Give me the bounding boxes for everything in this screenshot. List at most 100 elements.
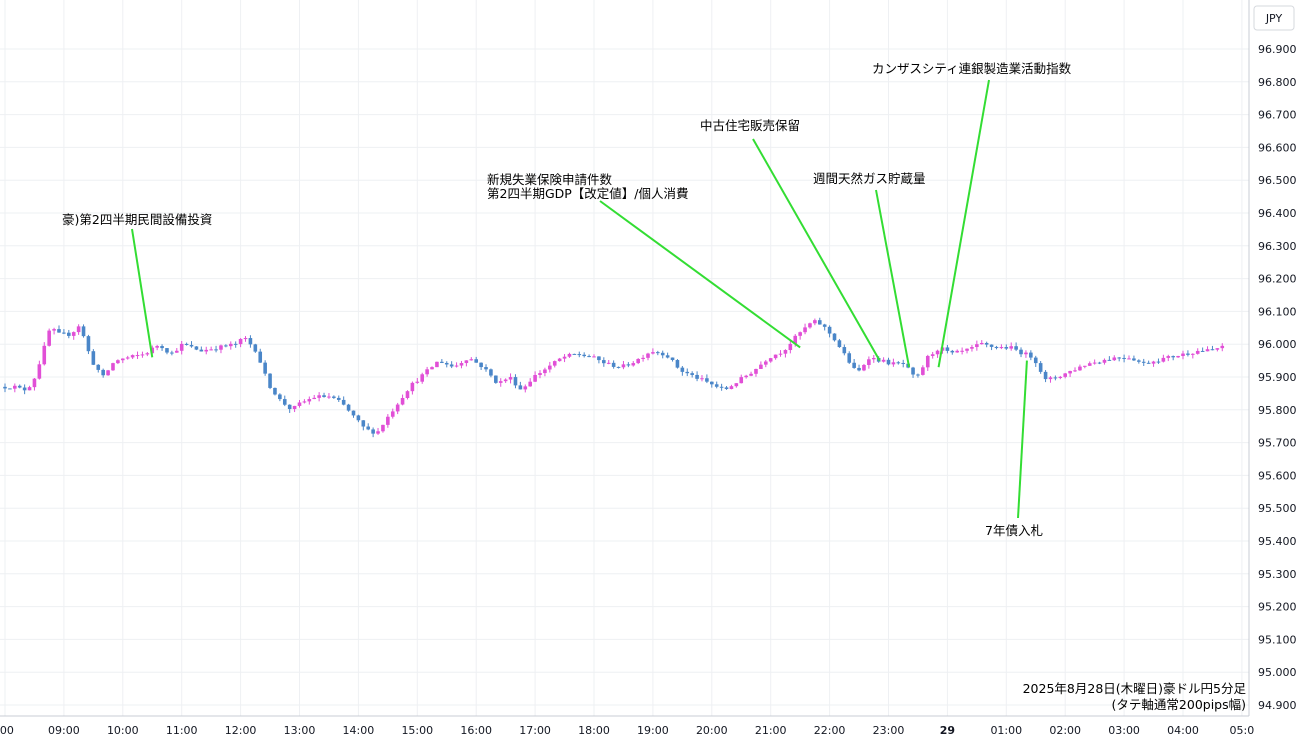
currency-badge[interactable] [1253, 5, 1295, 31]
candle-body [1112, 357, 1117, 361]
candle-body [562, 356, 567, 359]
candle-body [282, 399, 287, 405]
y-tick-label: 95.600 [1258, 469, 1297, 482]
candle-body [268, 373, 272, 388]
candle-body [140, 354, 145, 356]
candle-body [494, 375, 498, 383]
candle-body [975, 344, 979, 348]
candle-body [572, 353, 577, 355]
currency-label: JPY [1265, 12, 1283, 25]
candle-body [312, 397, 317, 400]
x-tick-label: 11:00 [166, 724, 198, 737]
candle-body [788, 343, 793, 351]
annotation-leader-line [599, 200, 801, 349]
candle-body [989, 344, 994, 347]
candle-body [1205, 349, 1210, 352]
candle-body [390, 411, 395, 417]
candle-body [891, 362, 896, 365]
candle-body [852, 362, 856, 368]
candle-body [803, 327, 807, 333]
candle-body [22, 387, 27, 391]
candle-body [410, 382, 415, 392]
annotation-label: 週間天然ガス貯蔵量 [813, 171, 926, 186]
candle-body [817, 320, 822, 325]
candle-body [1137, 360, 1141, 362]
candle-body [916, 374, 920, 376]
candle-body [1195, 350, 1200, 354]
candle-body [714, 384, 719, 387]
candle-body [1058, 376, 1063, 379]
candle-body [464, 360, 469, 364]
x-tick-label: 23:00 [873, 724, 905, 737]
candle-body [1073, 370, 1077, 372]
candle-body [204, 349, 209, 352]
candle-body [3, 386, 7, 389]
candle-body [341, 399, 346, 405]
candle-body [258, 351, 263, 363]
candle-body [106, 370, 110, 376]
candle-body [489, 369, 493, 376]
candle-body [332, 396, 336, 398]
candle-body [361, 420, 366, 427]
candle-body [901, 362, 906, 364]
candle-body [8, 388, 12, 390]
candle-body [135, 355, 140, 357]
candle-body [847, 353, 852, 363]
candle-body [626, 364, 631, 366]
candle-body [278, 394, 282, 400]
candle-body [557, 358, 562, 362]
candle-body [351, 410, 356, 416]
candle-body [528, 381, 532, 387]
candle-body [631, 363, 636, 366]
candle-body [999, 347, 1004, 349]
candle-body [498, 381, 503, 383]
candle-body [32, 378, 37, 388]
candle-body [896, 362, 901, 364]
candle-body [130, 355, 135, 358]
y-tick-label: 94.900 [1258, 699, 1297, 712]
candle-body [960, 350, 964, 352]
candle-body [734, 383, 739, 387]
candle-body [793, 335, 798, 344]
candle-body [984, 342, 989, 345]
candle-body [248, 338, 253, 345]
candle-body [1019, 349, 1023, 355]
candle-body [302, 401, 307, 403]
candle-body [680, 367, 685, 372]
candle-body [52, 329, 56, 331]
candle-body [121, 358, 125, 361]
x-tick-label: 03:00 [1108, 724, 1140, 737]
candle-body [778, 353, 783, 355]
x-tick-label: 04:00 [1167, 724, 1199, 737]
candle-body [523, 386, 528, 390]
candle-body [1009, 346, 1014, 349]
candle-body [1200, 350, 1205, 352]
price-axis-panel[interactable] [1249, 0, 1300, 716]
candle-body [395, 404, 400, 412]
candle-body [366, 426, 371, 430]
candle-body [1171, 356, 1175, 358]
candle-body [209, 349, 213, 351]
annotation-leader-line [131, 228, 154, 358]
annotation-leader-line [752, 138, 881, 362]
candle-body [62, 332, 66, 334]
candle-body [459, 363, 464, 366]
caption: 2025年8月28日(木曜日)豪ドル円5分足 (タテ軸通常200pips幅) [1023, 681, 1247, 712]
candle-body [322, 395, 326, 398]
candle-body [548, 365, 552, 370]
y-tick-label: 95.100 [1258, 633, 1297, 646]
x-tick-label: 20:00 [696, 724, 728, 737]
candle-body [651, 352, 655, 354]
candle-body [27, 387, 32, 391]
candle-body [67, 332, 71, 336]
candle-body [773, 354, 778, 359]
candle-body [935, 350, 940, 355]
y-tick-label: 95.500 [1258, 502, 1297, 515]
candle-body [1048, 377, 1053, 380]
candle-body [763, 361, 768, 365]
candle-body [1078, 366, 1082, 371]
y-tick-label: 96.100 [1258, 305, 1297, 318]
candle-body [552, 361, 557, 366]
candle-body [832, 333, 837, 341]
candle-body [970, 347, 974, 349]
